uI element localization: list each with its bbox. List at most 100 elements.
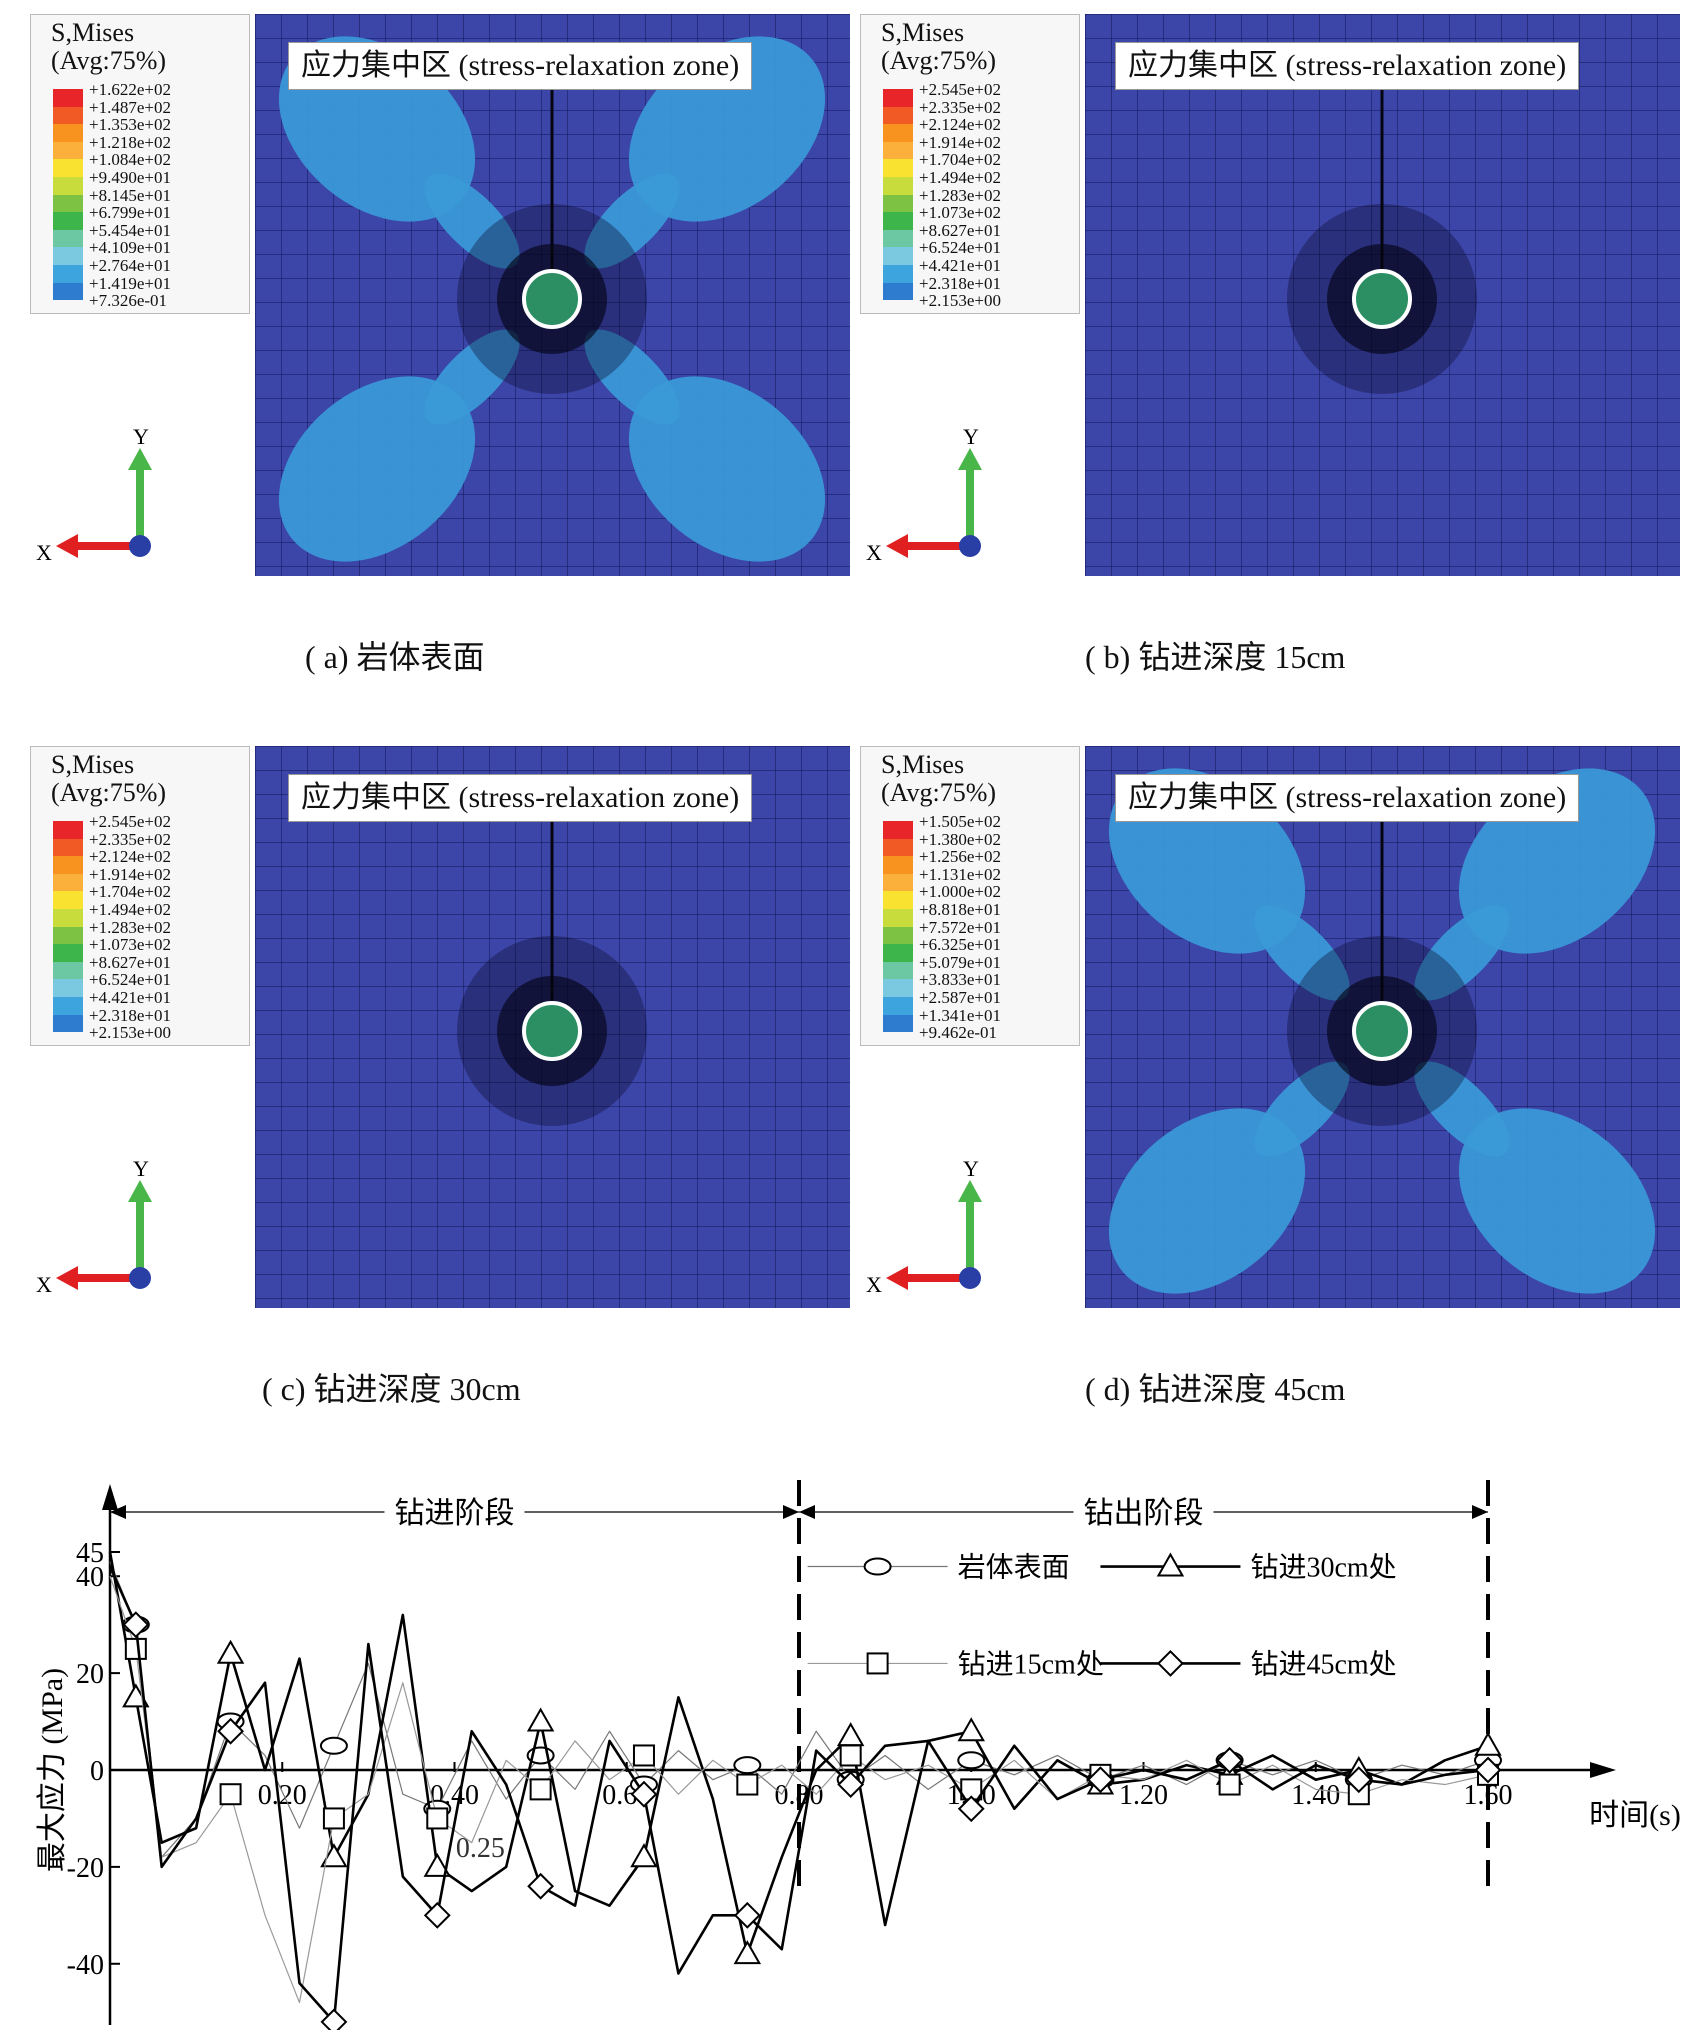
phase-label-bg xyxy=(384,1490,525,1532)
legend-value: +2.545e+02 xyxy=(919,80,1001,99)
legend-swatches xyxy=(53,821,83,1033)
legend-value: +1.353e+02 xyxy=(89,115,171,135)
legend-swatches xyxy=(53,89,83,301)
x-tick-label: 1.20 xyxy=(1119,1780,1168,1811)
legend-average: (Avg:75%) xyxy=(51,778,167,807)
arrowhead xyxy=(783,1505,799,1519)
arrowhead xyxy=(110,1505,126,1519)
legend-swatch xyxy=(883,159,913,177)
legend-value: +1.131e+02 xyxy=(919,864,1001,884)
zone-label: 应力集中区 (stress-relaxation zone) xyxy=(1115,42,1580,90)
borehole-ring xyxy=(1352,1001,1412,1061)
legend-value: +8.627e+01 xyxy=(89,952,171,972)
legend-value: +2.153e+00 xyxy=(89,1023,171,1043)
legend-label: 钻进45cm处 xyxy=(1250,1648,1396,1680)
legend-swatch xyxy=(53,926,83,945)
legend-value: +9.490e+01 xyxy=(89,167,171,187)
y-tick-label: 20 xyxy=(76,1659,104,1690)
legend-value: +6.799e+01 xyxy=(89,203,171,223)
borehole-ring xyxy=(522,1001,582,1061)
data-point xyxy=(630,1780,658,1808)
legend-value: +2.153e+00 xyxy=(919,291,1001,311)
data-point xyxy=(526,1707,555,1732)
legend-value: +8.627e+01 xyxy=(919,220,1001,240)
data-point xyxy=(1087,1766,1114,1794)
lobe-neck xyxy=(424,329,520,425)
data-point xyxy=(1474,1731,1502,1756)
x-axis-label: X xyxy=(36,1272,52,1297)
contour-legend: S,Mises (Avg:75%) +1.505e+02 +1.380e+02 +1.2… xyxy=(860,746,1080,1046)
borehole-ring xyxy=(1352,269,1412,329)
panel-d: S,Mises (Avg:75%) +1.505e+02 +1.380e+02 +1.2… xyxy=(860,746,1680,1308)
legend-swatch xyxy=(883,908,913,927)
lobe-blob xyxy=(628,376,826,562)
legend-value: +1.487e+02 xyxy=(89,97,171,117)
legend-swatch xyxy=(53,106,83,125)
legend-value: +2.335e+02 xyxy=(89,829,171,849)
relaxation-lobe xyxy=(1414,1061,1656,1294)
legend-value: +1.073e+02 xyxy=(89,935,171,955)
legend-swatch xyxy=(883,1014,913,1033)
legend-swatches xyxy=(883,821,913,1033)
z-axis-dot xyxy=(129,535,151,557)
x-axis-label: X xyxy=(866,540,882,565)
zone-label: 应力集中区 (stress-relaxation zone) xyxy=(288,42,753,90)
data-point xyxy=(733,1756,762,1775)
relaxation-lobe xyxy=(584,329,826,562)
mesh-field xyxy=(1085,746,1680,1308)
legend-swatch xyxy=(53,247,83,265)
stress-contour xyxy=(278,36,826,562)
legend-value: +1.341e+01 xyxy=(919,1005,1001,1025)
y-arrowhead xyxy=(958,448,982,470)
data-point xyxy=(423,1852,451,1877)
z-axis-dot xyxy=(129,1267,151,1289)
legend-swatch xyxy=(883,838,913,857)
data-point xyxy=(1218,1773,1241,1796)
legend-value: +2.335e+02 xyxy=(919,97,1001,117)
legend-values: +1.505e+02 +1.380e+02 +1.256e+02 +1.131e+02… xyxy=(919,813,1001,1042)
legend-swatch xyxy=(883,212,913,230)
y-axis-label: Y xyxy=(963,424,979,449)
legend-value: +2.124e+02 xyxy=(89,847,171,867)
legend-value: +2.318e+01 xyxy=(919,273,1001,293)
caption-a: ( a) 岩体表面 xyxy=(305,639,485,675)
legend-value: +4.421e+01 xyxy=(89,987,171,1007)
legend-value: +1.084e+02 xyxy=(89,150,171,170)
x-axis-label: X xyxy=(36,540,52,565)
legend-value: +1.256e+02 xyxy=(919,847,1001,867)
y-axis-label: Y xyxy=(963,1156,979,1181)
legend-average: (Avg:75%) xyxy=(881,778,997,807)
lobe-neck xyxy=(584,173,680,269)
y-tick-label: -40 xyxy=(67,1950,104,1981)
caption-b: ( b) 钻进深度 15cm xyxy=(1085,639,1346,675)
lobe-neck xyxy=(1414,905,1510,1001)
legend-swatch xyxy=(883,821,913,839)
data-point xyxy=(529,1778,552,1801)
data-point xyxy=(733,1901,761,1929)
data-point xyxy=(426,1807,449,1830)
legend-swatch xyxy=(53,944,83,962)
legend-swatch xyxy=(883,891,913,909)
axis-triad: YX xyxy=(866,1156,982,1297)
legend-value: +1.622e+02 xyxy=(89,80,171,99)
axis-triad: YX xyxy=(36,424,152,565)
x-arrowhead xyxy=(56,534,78,558)
max-stress-chart: 4540200-20-400.200.400.600.801.001.201.4… xyxy=(36,1480,1681,2030)
legend-values: +1.622e+02 +1.487e+02 +1.353e+02 +1.218e+02… xyxy=(89,81,171,310)
legend-value: +2.587e+01 xyxy=(919,987,1001,1007)
lobe-blob xyxy=(278,376,476,562)
x-axis-label: X xyxy=(866,1272,882,1297)
legend-title: S,Mises xyxy=(881,750,965,779)
legend-swatches xyxy=(883,89,913,301)
lobe-blob xyxy=(1458,1108,1656,1294)
legend-value: +1.419e+01 xyxy=(89,273,171,293)
legend-swatch xyxy=(883,247,913,265)
legend-swatch xyxy=(53,961,83,980)
legend-value: +3.833e+01 xyxy=(919,970,1001,990)
legend-value: +6.325e+01 xyxy=(919,935,1001,955)
legend-value: +1.704e+02 xyxy=(919,150,1001,170)
legend-value: +1.380e+02 xyxy=(919,829,1001,849)
legend-swatch xyxy=(53,873,83,892)
legend-title: S,Mises xyxy=(51,750,135,779)
legend-swatch xyxy=(53,159,83,177)
